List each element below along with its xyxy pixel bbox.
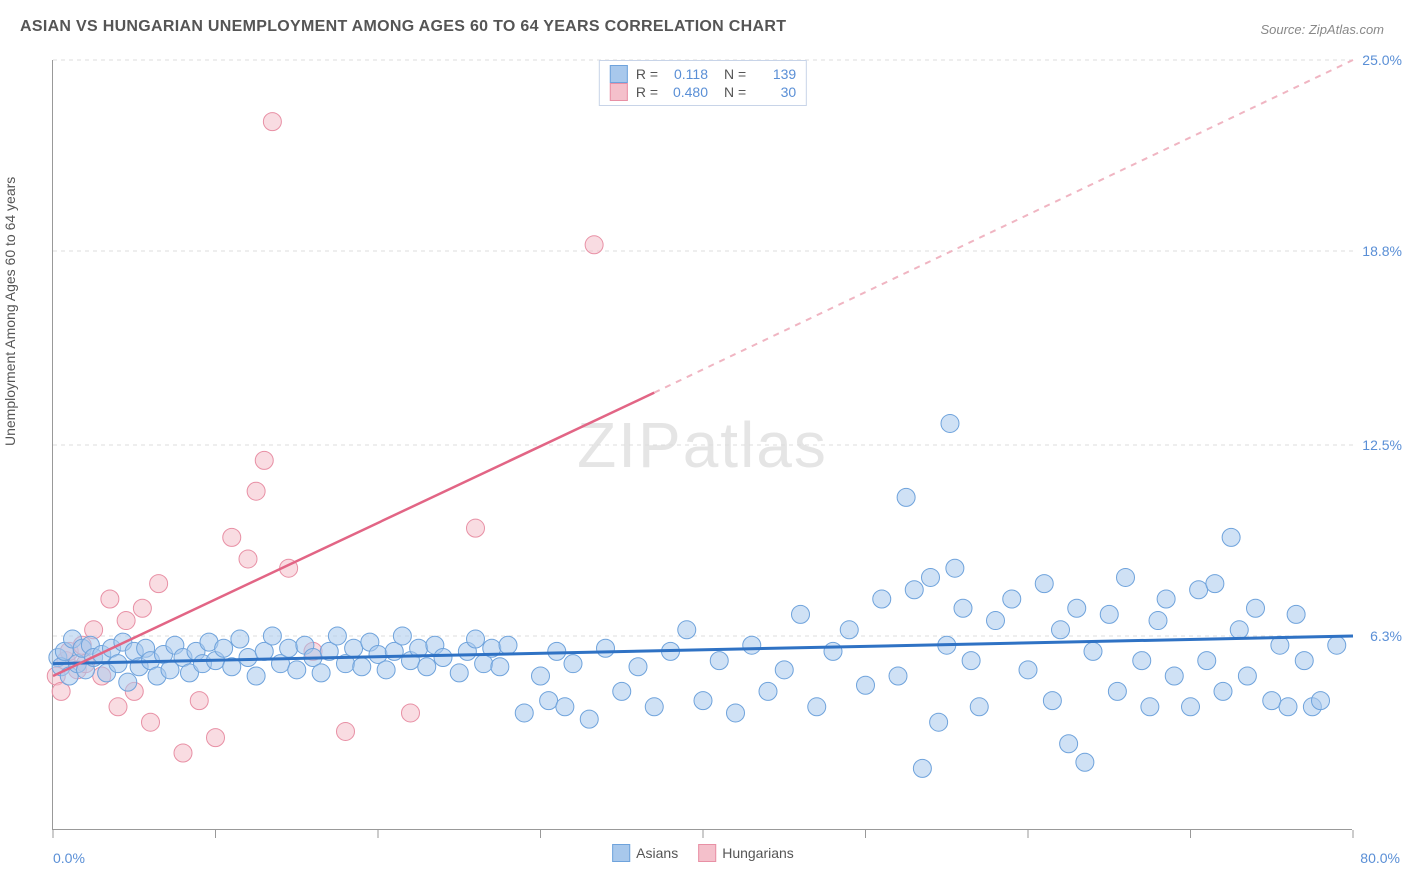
legend-label-hungarians: Hungarians <box>722 845 794 861</box>
plot-area: ZIPatlas 6.3%12.5%18.8%25.0%0.0%80.0% <box>52 60 1352 830</box>
legend-swatch-hungarians-icon <box>698 844 716 862</box>
legend-r-label: R = <box>636 66 658 82</box>
xtick-max: 80.0% <box>1360 850 1400 866</box>
legend-r-asians: 0.118 <box>666 66 708 82</box>
chart-title: ASIAN VS HUNGARIAN UNEMPLOYMENT AMONG AG… <box>20 18 786 36</box>
legend-label-asians: Asians <box>636 845 678 861</box>
legend-swatch-asians <box>610 65 628 83</box>
y-axis-label: Unemployment Among Ages 60 to 64 years <box>2 177 18 446</box>
xtick-min: 0.0% <box>53 850 85 866</box>
legend-r-label: R = <box>636 84 658 100</box>
legend-n-label: N = <box>724 66 746 82</box>
legend-r-hungarians: 0.480 <box>666 84 708 100</box>
legend-row-hungarians: R = 0.480 N = 30 <box>610 83 796 101</box>
legend-swatch-hungarians <box>610 83 628 101</box>
legend-n-label: N = <box>724 84 746 100</box>
legend-n-asians: 139 <box>754 66 796 82</box>
ytick-label: 18.8% <box>1362 243 1402 259</box>
legend-n-hungarians: 30 <box>754 84 796 100</box>
legend-row-asians: R = 0.118 N = 139 <box>610 65 796 83</box>
correlation-legend: R = 0.118 N = 139 R = 0.480 N = 30 <box>599 60 807 106</box>
scatter-svg <box>53 60 1353 830</box>
ytick-label: 25.0% <box>1362 52 1402 68</box>
ytick-label: 12.5% <box>1362 437 1402 453</box>
series-legend: Asians Hungarians <box>612 844 794 862</box>
source-label: Source: ZipAtlas.com <box>1260 22 1384 37</box>
legend-swatch-asians-icon <box>612 844 630 862</box>
ytick-label: 6.3% <box>1370 628 1402 644</box>
legend-item-asians: Asians <box>612 844 678 862</box>
legend-item-hungarians: Hungarians <box>698 844 794 862</box>
